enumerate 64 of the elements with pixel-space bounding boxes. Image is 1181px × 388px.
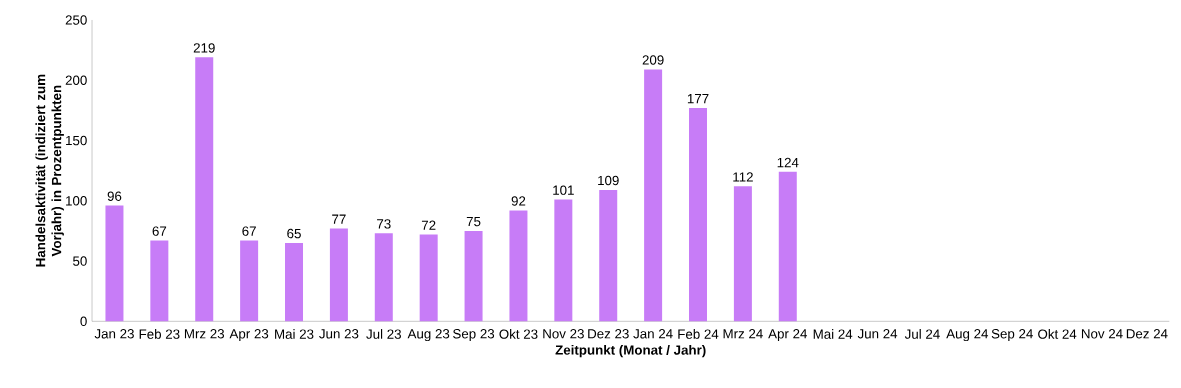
data-label: 75 bbox=[466, 216, 481, 227]
bar bbox=[105, 205, 124, 322]
x-tick-label: Jun 23 bbox=[319, 329, 359, 339]
data-label: 65 bbox=[287, 228, 301, 239]
x-tick-label: Nov 23 bbox=[543, 329, 584, 339]
x-tick-label: Nov 24 bbox=[1081, 329, 1123, 339]
x-tick-label: Mai 24 bbox=[813, 329, 853, 339]
y-tick-label: 150 bbox=[66, 135, 87, 146]
data-label: 101 bbox=[553, 185, 574, 195]
x-tick-label: Apr 24 bbox=[768, 329, 808, 342]
x-tick-label: Jan 23 bbox=[94, 329, 134, 339]
data-label: 209 bbox=[642, 55, 664, 65]
bar bbox=[285, 242, 304, 322]
bar bbox=[778, 171, 797, 322]
bar bbox=[554, 199, 573, 322]
bar bbox=[733, 186, 752, 322]
data-label: 219 bbox=[193, 43, 215, 53]
y-tick-label: 200 bbox=[65, 75, 87, 85]
data-label: 177 bbox=[687, 94, 709, 104]
bar bbox=[689, 107, 707, 322]
x-tick-label: Feb 24 bbox=[678, 329, 719, 339]
x-tick-label: Dez 24 bbox=[1126, 329, 1168, 339]
data-label: 67 bbox=[242, 226, 256, 236]
x-tick-label: Aug 24 bbox=[946, 329, 989, 342]
data-label: 92 bbox=[511, 196, 526, 206]
bar bbox=[374, 233, 393, 322]
y-tick-label: 250 bbox=[65, 15, 87, 25]
data-label: 112 bbox=[733, 172, 753, 182]
bar bbox=[240, 240, 259, 322]
bar bbox=[644, 69, 663, 322]
bar bbox=[464, 230, 483, 322]
x-axis-title: Zeitpunkt (Monat / Jahr) bbox=[555, 344, 706, 358]
x-tick-label: Aug 23 bbox=[407, 329, 450, 342]
x-tick-label: Jun 24 bbox=[857, 329, 898, 339]
data-label: 67 bbox=[152, 226, 167, 236]
x-tick-label: Okt 23 bbox=[499, 329, 538, 339]
x-tick-label: Mrz 24 bbox=[723, 329, 763, 339]
x-tick-label: Dez 23 bbox=[588, 329, 629, 339]
x-tick-label: Jan 24 bbox=[633, 329, 673, 339]
y-tick-label: 50 bbox=[73, 256, 87, 266]
bar bbox=[195, 57, 214, 322]
x-tick-label: Sep 23 bbox=[453, 329, 495, 342]
data-label: 96 bbox=[107, 191, 122, 201]
x-tick-label: Jul 24 bbox=[904, 329, 940, 339]
bar bbox=[509, 210, 528, 322]
x-tick-label: Jul 23 bbox=[366, 329, 401, 339]
x-tick-label: Mai 23 bbox=[275, 329, 314, 339]
x-tick-label: Mrz 23 bbox=[184, 329, 225, 339]
bar bbox=[419, 234, 438, 322]
data-label: 73 bbox=[377, 219, 391, 229]
x-tick-label: Okt 24 bbox=[1038, 329, 1077, 339]
bar bbox=[599, 189, 618, 322]
bar bbox=[150, 240, 169, 322]
y-axis-title: Handelsaktivität (indiziert zum Vorjahr) in Prozentpunkten bbox=[35, 74, 64, 267]
bar bbox=[329, 228, 348, 322]
data-label: 72 bbox=[421, 220, 436, 230]
data-label: 77 bbox=[332, 214, 346, 224]
x-tick-label: Feb 23 bbox=[139, 329, 180, 339]
data-label: 109 bbox=[598, 175, 619, 186]
y-tick-label: 0 bbox=[80, 316, 87, 327]
data-label: 124 bbox=[777, 157, 799, 168]
x-tick-label: Apr 23 bbox=[229, 329, 269, 342]
x-tick-label: Sep 24 bbox=[991, 329, 1033, 342]
y-tick-label: 100 bbox=[66, 196, 87, 206]
